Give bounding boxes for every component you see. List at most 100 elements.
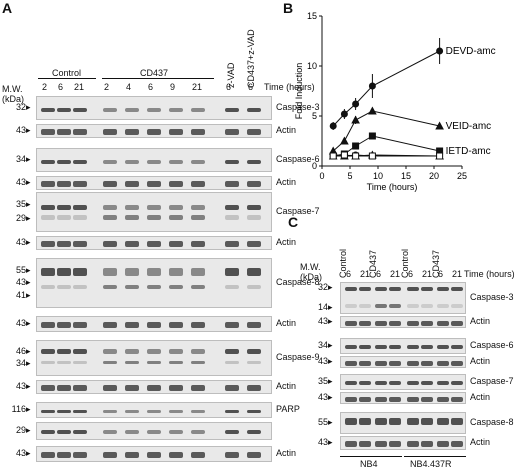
band — [389, 418, 401, 425]
band — [125, 285, 139, 289]
blot-label: Caspase-6 — [470, 340, 514, 350]
band — [225, 452, 239, 458]
band — [389, 304, 401, 308]
band — [147, 349, 161, 354]
band — [103, 129, 117, 135]
band — [421, 321, 433, 326]
band — [247, 181, 261, 187]
blot-label: Caspase-9 — [276, 352, 320, 362]
band — [407, 287, 419, 291]
x-tick-label: 25 — [457, 171, 467, 181]
blot-strip — [36, 176, 272, 190]
panel-b-letter: B — [283, 0, 294, 16]
band — [147, 215, 161, 220]
panel-a-letter: A — [2, 0, 13, 16]
band — [247, 108, 261, 112]
band — [147, 268, 161, 276]
band — [375, 397, 387, 402]
blot-label: Caspase-6 — [276, 154, 320, 164]
band — [191, 108, 205, 112]
mw-marker: 43 — [317, 316, 328, 326]
band — [375, 345, 387, 349]
blot-label: Actin — [470, 392, 491, 402]
band — [73, 129, 87, 135]
mw-marker: 35 — [317, 376, 328, 386]
band — [147, 430, 161, 434]
band — [103, 205, 117, 210]
band — [41, 285, 55, 289]
band — [451, 321, 463, 326]
band — [73, 241, 87, 247]
band — [451, 345, 463, 349]
band — [345, 304, 357, 308]
series-label: DEVD-amc — [446, 46, 496, 57]
data-point — [368, 152, 376, 160]
band — [451, 304, 463, 308]
band — [125, 452, 139, 458]
time-label-c: 6 — [346, 269, 352, 279]
blot-strip — [36, 380, 272, 394]
x-axis-label: Time (hours) — [367, 182, 418, 192]
band — [73, 181, 87, 187]
band — [421, 397, 433, 402]
band — [41, 108, 55, 112]
band — [421, 304, 433, 308]
mw-arrow-icon: ▸ — [26, 318, 31, 328]
mw-arrow-icon: ▸ — [26, 212, 31, 223]
band — [407, 321, 419, 326]
band — [407, 418, 419, 425]
band — [359, 441, 371, 447]
band — [407, 441, 419, 447]
band — [191, 160, 205, 164]
band — [247, 215, 261, 220]
band — [375, 361, 387, 366]
panel-c-mw-label: M.W. (kDa) — [300, 262, 322, 282]
mw-marker: 43 — [15, 237, 26, 247]
data-point — [340, 151, 348, 159]
band — [169, 205, 183, 210]
band — [359, 397, 371, 402]
band — [345, 345, 357, 349]
blot-strip — [36, 422, 272, 440]
mw-arrow-icon: ▸ — [26, 358, 31, 368]
band — [225, 385, 239, 391]
series-line — [332, 50, 440, 127]
band — [437, 381, 449, 385]
band — [247, 268, 261, 276]
mw-arrow-icon: ▸ — [328, 340, 333, 350]
band — [103, 181, 117, 187]
band — [147, 361, 161, 364]
band — [103, 452, 117, 458]
band — [57, 181, 71, 187]
band — [73, 349, 87, 354]
data-point — [352, 100, 360, 108]
x-tick-label: 5 — [347, 171, 352, 181]
band — [57, 205, 71, 210]
band — [345, 361, 357, 366]
data-point — [329, 152, 337, 160]
band — [389, 397, 401, 402]
data-point — [368, 132, 376, 140]
band — [437, 441, 449, 447]
band — [359, 418, 371, 425]
band — [247, 410, 261, 413]
mw-marker: 32 — [15, 102, 26, 112]
blot-strip — [340, 356, 466, 368]
panel-a-mw-label: M.W. (kDa) — [2, 84, 24, 104]
blot-label: Actin — [276, 125, 297, 135]
band — [247, 322, 261, 328]
band — [225, 160, 239, 164]
band — [125, 322, 139, 328]
band — [191, 241, 205, 247]
band — [169, 215, 183, 220]
band — [73, 285, 87, 289]
band — [169, 285, 183, 289]
blot-strip — [36, 148, 272, 172]
mw-marker: 43 — [317, 392, 328, 402]
mw-marker: 43 — [15, 277, 26, 287]
blot-label: Actin — [276, 237, 297, 247]
y-tick-label: 15 — [307, 11, 317, 21]
band — [169, 129, 183, 135]
band — [191, 285, 205, 289]
data-point — [351, 115, 360, 124]
